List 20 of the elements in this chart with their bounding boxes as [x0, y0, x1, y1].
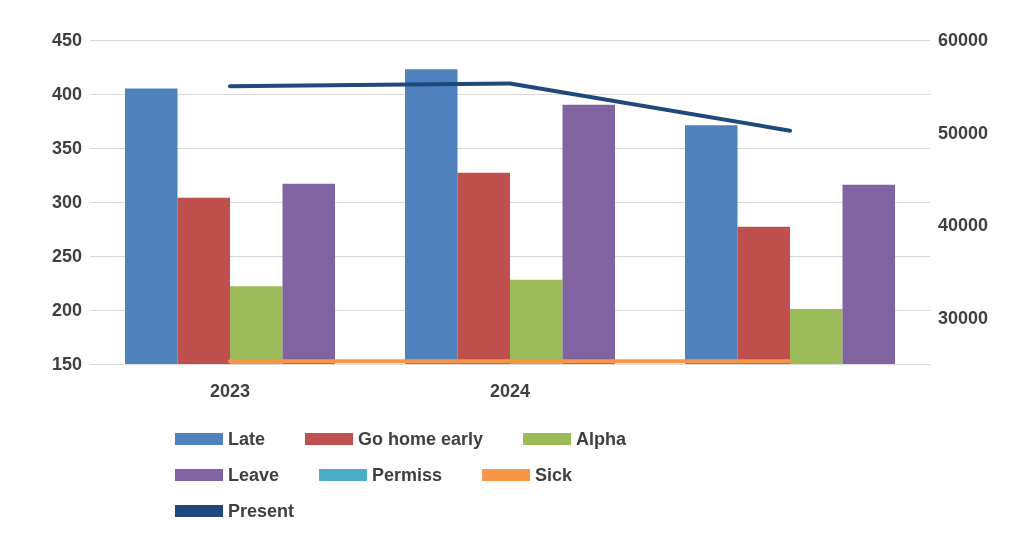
legend-label: Late	[228, 429, 266, 449]
y-tick-label: 450	[51, 30, 82, 50]
legend-label: Alpha	[576, 429, 628, 449]
x-tick-label: 2024	[489, 381, 531, 401]
legend-label: Sick	[535, 465, 574, 485]
legend-label: Present	[228, 501, 295, 521]
y2-tick-label: 60000	[938, 30, 989, 50]
y-tick-label: 350	[51, 138, 82, 158]
legend-label: Go home early	[358, 429, 484, 449]
legend-label: Permiss	[372, 465, 443, 485]
x-tick-label: 2023	[209, 381, 251, 401]
y2-tick-label: 50000	[938, 122, 989, 143]
y-tick-label: 150	[51, 354, 82, 374]
y2-tick-label: 40000	[938, 215, 989, 236]
y-tick-label: 200	[51, 300, 82, 320]
y-tick-label: 300	[51, 192, 82, 212]
y-tick-label: 250	[51, 246, 82, 266]
legend-label: Leave	[228, 465, 280, 485]
y2-tick-label: 30000	[938, 307, 989, 328]
y-tick-label: 400	[51, 84, 82, 104]
